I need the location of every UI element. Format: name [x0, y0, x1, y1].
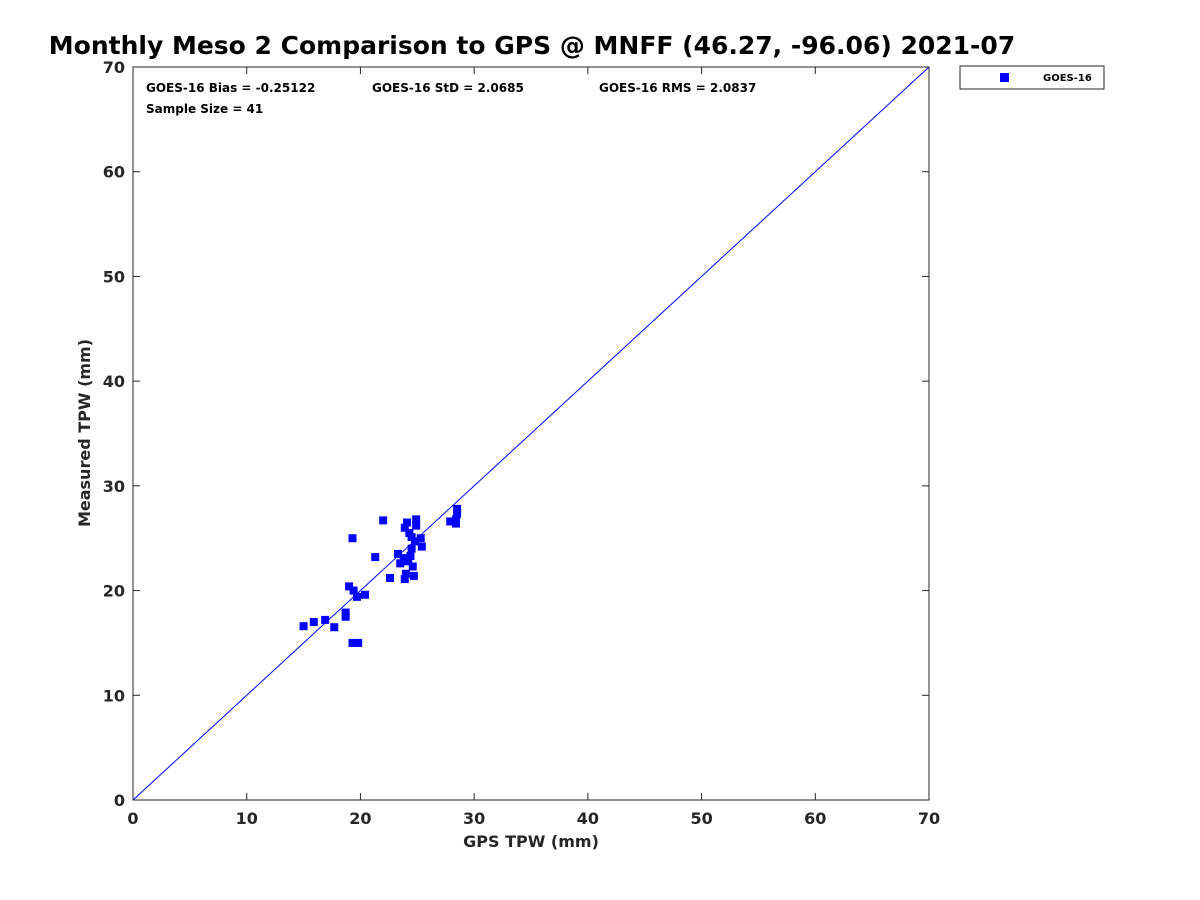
data-point — [408, 562, 417, 571]
y-tick-label: 30 — [103, 477, 125, 496]
x-tick-label: 70 — [918, 809, 940, 828]
y-tick-label: 40 — [103, 372, 125, 391]
y-tick-label: 50 — [103, 267, 125, 286]
data-point — [451, 515, 460, 524]
legend: GOES-16 — [959, 65, 1105, 90]
data-point — [341, 612, 350, 621]
data-point — [405, 528, 414, 537]
one-to-one-reference-line — [132, 66, 930, 801]
data-points-layer — [299, 504, 462, 647]
x-tick-label: 50 — [690, 809, 712, 828]
legend-label-goes-16: GOES-16 — [1043, 73, 1092, 84]
data-point — [345, 582, 354, 591]
data-point — [417, 542, 426, 551]
legend-marker-goes-16 — [1000, 73, 1009, 82]
data-point — [371, 553, 380, 562]
x-tick-label: 10 — [236, 809, 258, 828]
data-point — [309, 617, 318, 626]
x-tick-label: 30 — [463, 809, 485, 828]
data-point — [299, 622, 308, 631]
data-point — [393, 549, 402, 558]
x-tick-label: 0 — [127, 809, 138, 828]
data-point — [385, 574, 394, 583]
std-annotation: GOES-16 StD = 2.0685 — [372, 81, 524, 95]
data-point — [409, 571, 418, 580]
x-tick-label: 60 — [804, 809, 826, 828]
data-point — [349, 586, 358, 595]
x-axis-label: GPS TPW (mm) — [463, 832, 599, 851]
y-tick-label: 70 — [103, 58, 125, 77]
data-point — [330, 623, 339, 632]
data-point — [412, 521, 421, 530]
data-point — [348, 534, 357, 543]
data-point — [353, 592, 362, 601]
data-point — [379, 516, 388, 525]
data-point — [354, 638, 363, 647]
data-point — [400, 523, 409, 532]
sample-size-annotation: Sample Size = 41 — [146, 102, 263, 116]
data-point — [360, 590, 369, 599]
x-axis-ticks: 0 10 20 30 40 50 60 70 — [127, 67, 940, 828]
data-point — [453, 504, 462, 513]
stats-annotations: GOES-16 Bias = -0.25122 GOES-16 StD = 2.… — [146, 81, 756, 116]
y-tick-label: 20 — [103, 582, 125, 601]
x-tick-label: 20 — [349, 809, 371, 828]
plot-area: 0 10 20 30 40 50 60 70 0 10 20 30 40 50 60 70 — [103, 58, 940, 828]
y-axis-label: Measured TPW (mm) — [75, 339, 94, 527]
data-point — [407, 533, 416, 542]
legend-box — [959, 65, 1105, 90]
chart-title: Monthly Meso 2 Comparison to GPS @ MNFF … — [49, 31, 1015, 60]
rms-annotation: GOES-16 RMS = 2.0837 — [599, 81, 756, 95]
data-point — [348, 638, 357, 647]
reference-line-layer — [132, 66, 930, 801]
y-tick-label: 10 — [103, 686, 125, 705]
x-tick-label: 40 — [577, 809, 599, 828]
data-point — [453, 510, 462, 519]
y-tick-label: 60 — [103, 163, 125, 182]
data-point — [411, 537, 420, 546]
bias-annotation: GOES-16 Bias = -0.25122 — [146, 81, 315, 95]
data-point — [412, 515, 421, 524]
data-point — [451, 519, 460, 528]
data-point — [399, 554, 408, 563]
data-point — [446, 517, 455, 526]
data-point — [321, 615, 330, 624]
data-point — [406, 552, 415, 561]
data-point — [416, 534, 425, 543]
y-tick-label: 0 — [114, 791, 125, 810]
y-axis-ticks: 0 10 20 30 40 50 60 70 — [103, 58, 929, 810]
data-point — [401, 569, 410, 578]
data-point — [407, 544, 416, 553]
data-point — [396, 559, 405, 568]
data-point — [341, 608, 350, 617]
data-point — [403, 518, 412, 527]
data-point — [400, 575, 409, 584]
